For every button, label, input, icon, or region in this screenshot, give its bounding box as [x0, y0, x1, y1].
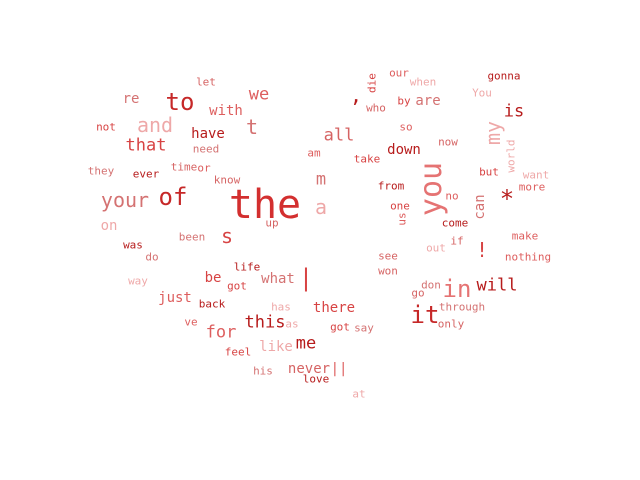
cloud-word: it: [410, 301, 440, 329]
cloud-word: this: [244, 312, 286, 333]
cloud-word: us: [395, 212, 409, 226]
cloud-word: the: [228, 182, 302, 228]
cloud-word: are: [415, 93, 441, 109]
cloud-word: got: [227, 279, 247, 293]
cloud-word: when: [409, 75, 437, 89]
cloud-word: so: [399, 120, 413, 134]
cloud-word: a: [314, 195, 328, 219]
cloud-word: *: [499, 185, 515, 213]
cloud-word: never: [287, 361, 331, 377]
cloud-word: got: [330, 320, 350, 334]
cloud-word: our: [389, 66, 409, 80]
cloud-word: let: [196, 75, 216, 89]
cloud-word: down: [387, 142, 421, 158]
cloud-word: life: [233, 260, 261, 274]
cloud-word: what: [261, 271, 295, 287]
cloud-word: world: [504, 139, 518, 173]
cloud-word: that: [125, 135, 167, 156]
cloud-word: can: [472, 194, 488, 220]
cloud-word: feel: [224, 345, 252, 359]
cloud-word: through: [438, 300, 486, 314]
cloud-word: !: [475, 238, 489, 262]
cloud-word: be: [204, 270, 222, 286]
cloud-word: see: [378, 249, 398, 263]
cloud-word: been: [178, 230, 206, 244]
cloud-word: re: [122, 91, 140, 107]
cloud-word: ,: [349, 83, 363, 107]
cloud-word: need: [192, 142, 220, 156]
cloud-word: we: [248, 84, 270, 105]
cloud-word: say: [354, 321, 374, 335]
cloud-word: my: [481, 120, 505, 146]
cloud-word: gonna: [487, 69, 521, 83]
cloud-word: come: [441, 216, 469, 230]
cloud-word: in: [442, 275, 472, 303]
cloud-word: but: [479, 165, 499, 179]
cloud-word: no: [445, 189, 459, 203]
cloud-word: ve: [184, 315, 198, 329]
cloud-word: is: [503, 101, 525, 122]
cloud-word: time: [170, 160, 198, 174]
cloud-word: all: [323, 125, 355, 146]
cloud-word: your: [100, 188, 150, 212]
cloud-word: out: [426, 241, 446, 255]
cloud-word: want: [522, 168, 550, 182]
cloud-word: if: [450, 234, 464, 248]
cloud-word: back: [198, 297, 226, 311]
cloud-word: make: [511, 229, 539, 243]
cloud-word: me: [295, 333, 317, 354]
cloud-word: who: [366, 101, 386, 115]
cloud-word: on: [100, 218, 118, 234]
cloud-word: die: [365, 73, 379, 93]
cloud-word: ever: [132, 167, 160, 181]
cloud-word: of: [158, 183, 188, 211]
cloud-word: t: [245, 115, 259, 139]
cloud-word: by: [397, 94, 411, 108]
cloud-word: only: [437, 317, 465, 331]
cloud-word: way: [128, 274, 148, 288]
cloud-word: am: [307, 146, 321, 160]
cloud-word: like: [259, 339, 293, 355]
cloud-word: from: [377, 179, 405, 193]
cloud-word: not: [96, 120, 116, 134]
cloud-word: ||: [330, 361, 348, 377]
cloud-word: now: [438, 135, 458, 149]
cloud-word: as: [285, 317, 299, 331]
cloud-word: was: [123, 238, 143, 252]
cloud-word: do: [145, 250, 159, 264]
cloud-word: You: [472, 86, 492, 100]
cloud-word: or: [197, 161, 211, 175]
cloud-word: know: [213, 173, 241, 187]
cloud-word: his: [253, 364, 273, 378]
cloud-word: one: [390, 199, 410, 213]
cloud-word: |: [298, 264, 314, 292]
cloud-word: with: [209, 103, 243, 119]
cloud-word: take: [353, 152, 381, 166]
cloud-word: m: [315, 169, 327, 190]
cloud-word: there: [312, 300, 356, 316]
cloud-word: has: [271, 300, 291, 314]
cloud-word: nothing: [504, 250, 552, 264]
cloud-word: just: [158, 290, 192, 306]
cloud-word: up: [265, 216, 279, 230]
cloud-word: s: [220, 224, 234, 248]
cloud-word: you: [414, 161, 449, 217]
cloud-word: have: [191, 126, 225, 142]
cloud-word: more: [518, 180, 546, 194]
cloud-word: don: [421, 278, 441, 292]
cloud-word: and: [136, 113, 174, 137]
cloud-word: will: [476, 275, 518, 296]
cloud-word: love: [302, 372, 330, 386]
cloud-word: to: [165, 88, 195, 116]
cloud-word: at: [352, 387, 366, 401]
cloud-word: won: [378, 264, 398, 278]
cloud-word: they: [87, 164, 115, 178]
cloud-word: go: [411, 286, 425, 300]
cloud-word: for: [205, 322, 237, 343]
